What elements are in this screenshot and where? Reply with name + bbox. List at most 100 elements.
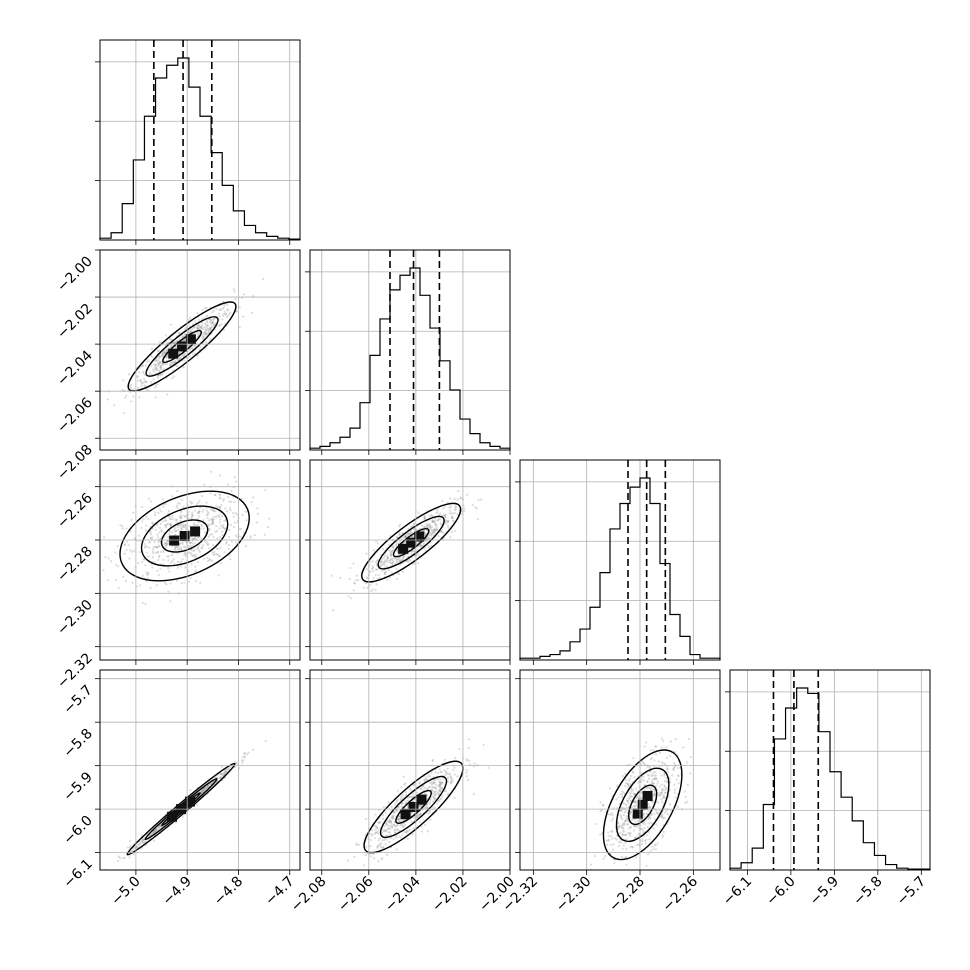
sample-point	[182, 525, 186, 528]
sample-point	[434, 528, 437, 531]
sample-point	[647, 822, 650, 825]
sample-point	[207, 524, 211, 528]
sample-point	[240, 759, 244, 762]
sample-point	[365, 817, 368, 820]
sample-point	[206, 327, 209, 331]
sample-point	[357, 579, 360, 582]
sample-point	[150, 373, 153, 376]
sample-point	[434, 528, 437, 531]
sample-point	[647, 831, 651, 834]
sample-point	[246, 753, 249, 756]
sample-point	[207, 785, 210, 788]
sample-point	[205, 514, 209, 517]
sample-point	[354, 578, 358, 582]
sample-point	[261, 277, 265, 281]
sample-point	[647, 818, 650, 821]
sample-point	[398, 820, 402, 823]
sample-point	[211, 518, 214, 521]
sample-point	[386, 834, 389, 837]
sample-point	[634, 820, 637, 823]
gridlines	[100, 40, 300, 240]
sample-point	[648, 806, 652, 809]
sample-point	[625, 838, 628, 841]
sample-point	[182, 339, 185, 342]
sample-point	[161, 353, 164, 356]
sample-point	[398, 815, 401, 818]
sample-point	[431, 519, 434, 522]
sample-point	[216, 547, 220, 551]
sample-point	[370, 855, 373, 858]
sample-point	[176, 579, 179, 582]
sample-point	[223, 519, 226, 522]
sample-point	[466, 493, 469, 496]
sample-point	[395, 536, 398, 539]
sample-point	[689, 755, 692, 759]
sample-point	[164, 351, 167, 355]
sample-point	[118, 856, 122, 860]
sample-point	[602, 857, 605, 860]
sample-point	[164, 581, 167, 584]
panel-frame	[309, 669, 511, 871]
sample-point	[172, 341, 175, 344]
sample-point	[657, 794, 660, 797]
sample-point	[156, 533, 159, 536]
sample-point	[191, 353, 195, 356]
sample-point	[172, 562, 176, 565]
sample-point	[642, 761, 645, 764]
sample-point	[167, 509, 171, 513]
sample-point	[196, 561, 199, 564]
sample-point	[418, 804, 421, 807]
sample-point	[624, 785, 627, 788]
sample-point	[176, 545, 179, 549]
sample-point	[152, 378, 155, 381]
sample-point	[206, 324, 209, 328]
sample-point	[390, 557, 394, 560]
sample-point	[599, 801, 602, 804]
sample-point	[211, 319, 214, 322]
sample-point	[419, 544, 423, 547]
sample-point	[656, 811, 659, 814]
sample-point	[371, 588, 374, 591]
sample-point	[426, 830, 430, 833]
sample-point	[377, 573, 380, 577]
sample-point	[218, 308, 221, 311]
sample-point	[189, 544, 192, 548]
sample-point	[218, 496, 221, 499]
sample-point	[169, 523, 172, 526]
sample-point	[156, 546, 159, 549]
sample-point	[373, 825, 376, 828]
sample-point	[181, 525, 184, 528]
sample-point	[208, 527, 211, 531]
sample-point	[388, 827, 392, 830]
sample-point	[417, 552, 420, 555]
sample-point	[177, 332, 180, 336]
sample-point	[148, 371, 151, 374]
sample-point	[633, 792, 637, 796]
sample-point	[142, 838, 145, 841]
sample-point	[607, 831, 610, 834]
sample-point	[147, 359, 150, 362]
sample-point	[158, 824, 161, 828]
sample-point	[376, 542, 380, 545]
sample-point	[175, 529, 178, 533]
sample-point	[212, 509, 216, 512]
sample-point	[204, 787, 207, 790]
sample-point	[659, 794, 662, 797]
sample-point	[590, 863, 593, 866]
sample-point	[211, 519, 214, 522]
sample-point	[137, 534, 141, 537]
sample-point	[395, 558, 399, 561]
sample-point	[417, 561, 420, 565]
sample-point	[637, 832, 640, 835]
sample-point	[610, 812, 613, 815]
sample-point	[215, 530, 218, 533]
sample-point	[427, 775, 430, 778]
sample-point	[666, 767, 669, 770]
sample-point	[465, 759, 469, 762]
sample-point	[441, 507, 445, 510]
sample-point	[399, 540, 402, 543]
sample-point	[413, 527, 416, 531]
sample-point	[388, 818, 391, 822]
sample-point	[438, 780, 441, 783]
sample-point	[222, 313, 225, 316]
